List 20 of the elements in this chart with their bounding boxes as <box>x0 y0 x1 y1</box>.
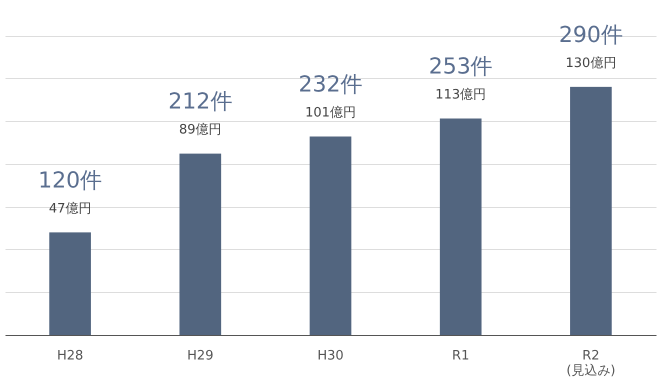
bar <box>179 154 222 335</box>
x-tick-label: R2 (見込み) <box>566 348 616 378</box>
x-tick-label: R1 <box>452 348 470 364</box>
x-tick-label: H28 <box>56 348 84 364</box>
x-tick-label: H30 <box>317 348 344 364</box>
bar <box>440 118 482 335</box>
data-label: 212件 <box>168 90 232 115</box>
text: 130億円 <box>565 56 616 71</box>
bar <box>49 232 91 335</box>
bar <box>570 86 612 335</box>
annotation: 101億円 <box>305 106 356 121</box>
annotation: 89億円 <box>179 122 222 138</box>
data-label: 232件 <box>298 72 362 98</box>
data-label: 290件 <box>558 22 623 48</box>
annotation: 47億円 <box>48 201 92 216</box>
x-tick-label: H29 <box>187 348 214 364</box>
data-label: 253件 <box>428 54 493 80</box>
annotation: 113億円 <box>435 88 486 103</box>
data-label: 120件 <box>38 168 102 194</box>
bar <box>310 136 352 335</box>
